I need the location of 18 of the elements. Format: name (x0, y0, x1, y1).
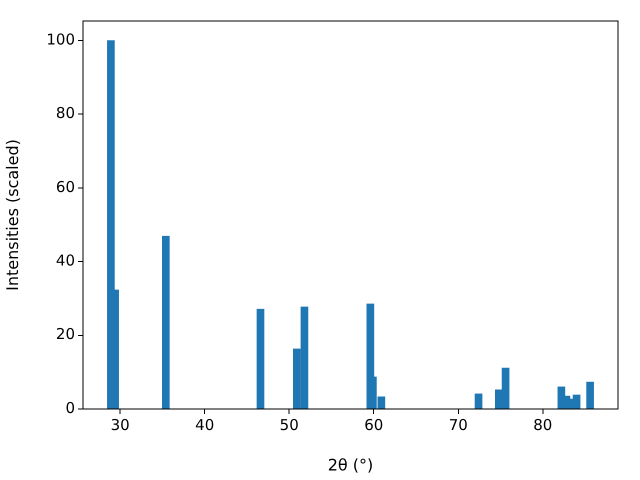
x-tick-label: 50 (280, 416, 299, 434)
y-axis-title: Intensities (scaled) (2, 139, 22, 291)
x-axis-title: 2θ (°) (328, 456, 374, 475)
bar (474, 394, 482, 409)
x-tick-label: 30 (110, 416, 130, 434)
y-tick-label: 0 (65, 398, 75, 417)
y-tick-label: 60 (56, 178, 75, 196)
y-tick-label: 80 (56, 104, 75, 122)
bar (162, 236, 170, 409)
bar (586, 382, 594, 409)
y-tick-label: 100 (46, 30, 75, 48)
x-tick-label: 60 (364, 416, 384, 434)
x-tick-label: 70 (448, 416, 468, 434)
bar (256, 308, 264, 409)
y-tick-label: 40 (56, 252, 75, 270)
y-tick-label: 20 (56, 325, 75, 344)
x-tick-label: 80 (533, 416, 552, 434)
x-tick-label: 40 (195, 416, 214, 434)
